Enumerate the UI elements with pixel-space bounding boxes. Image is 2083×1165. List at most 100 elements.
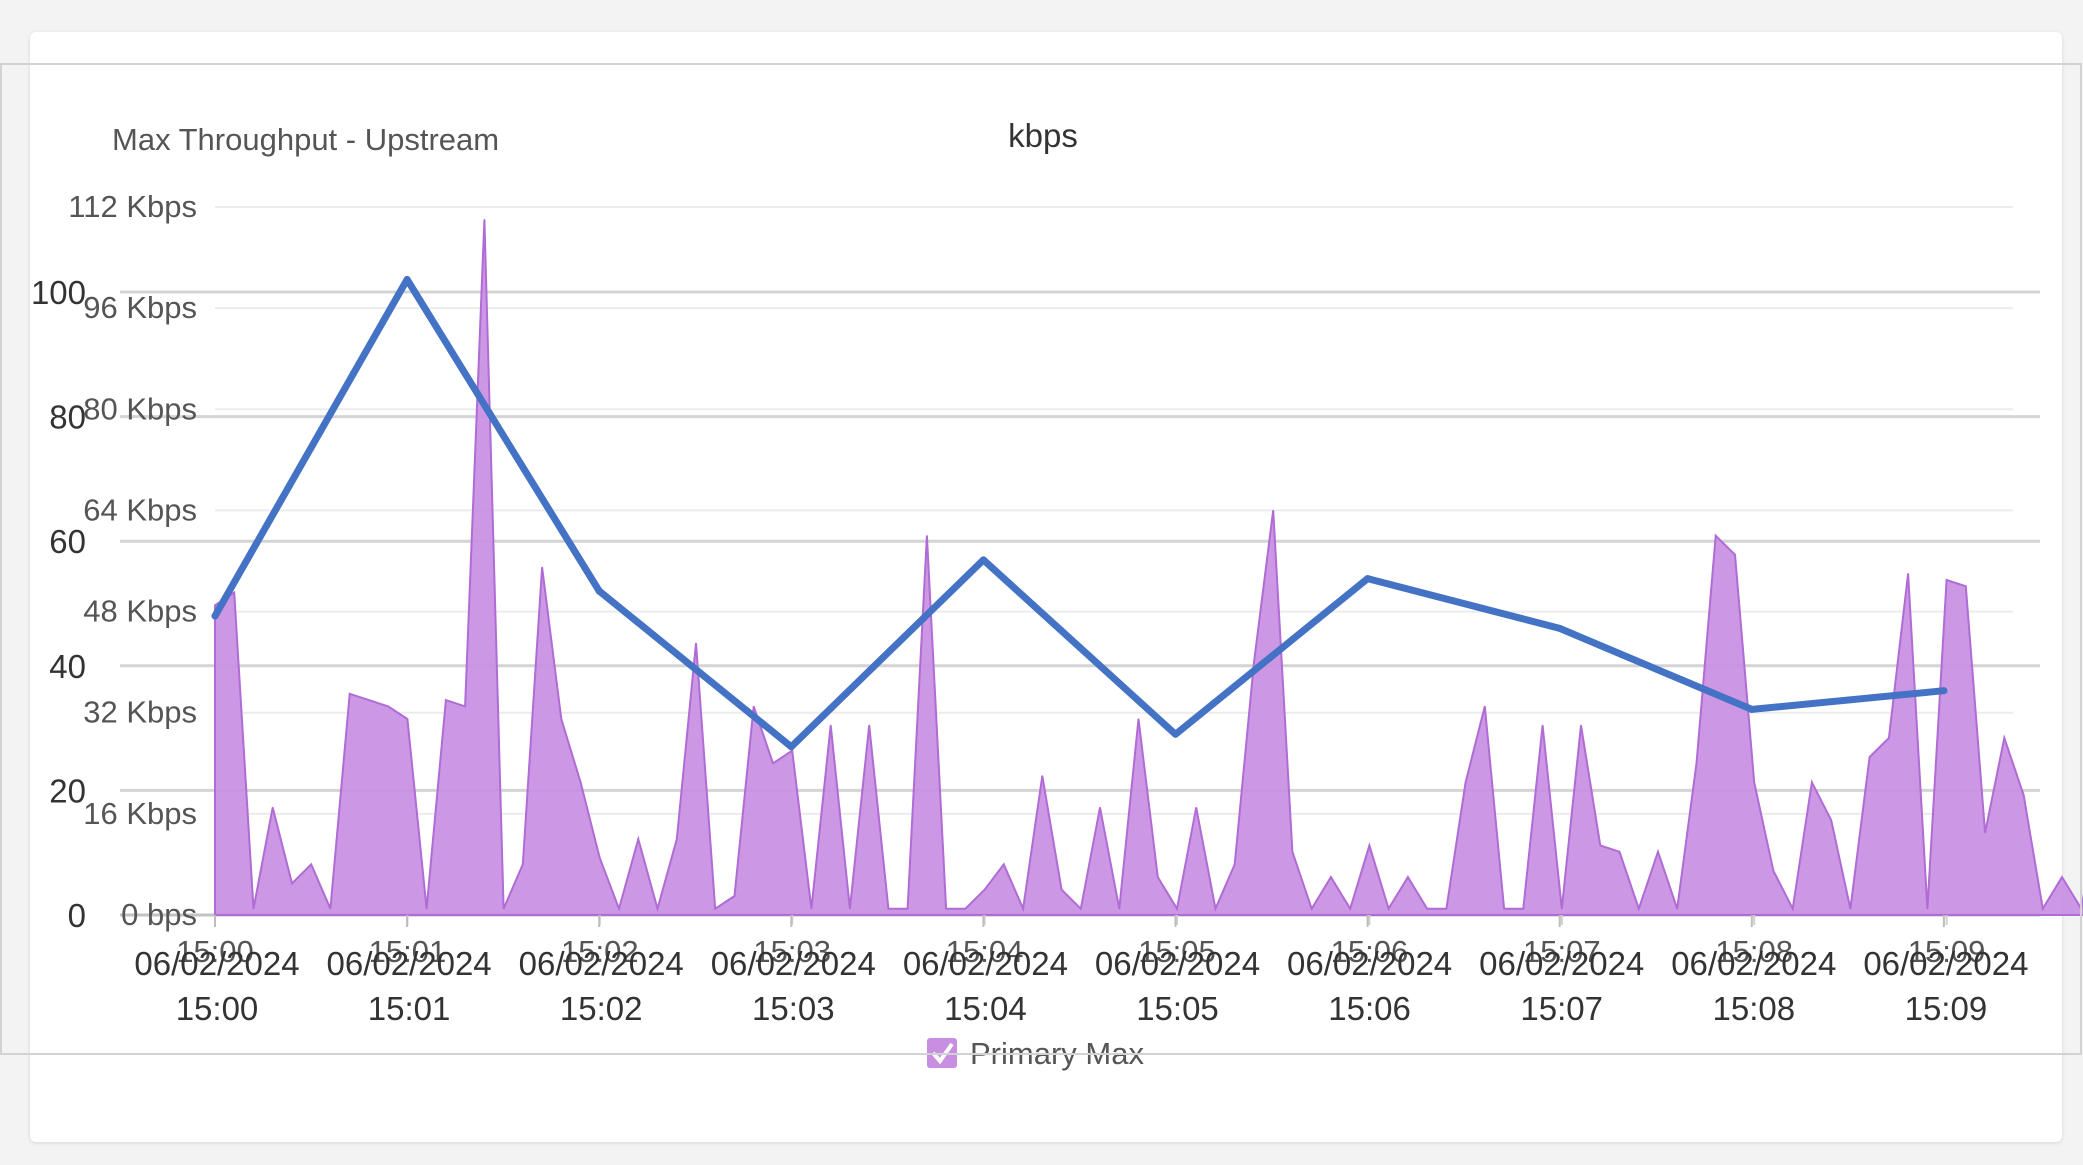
- area-point: [1311, 908, 1313, 910]
- x-tick-label-line: 15:04: [944, 990, 1027, 1027]
- area-point: [1522, 908, 1524, 910]
- x-tick-label-minute: 15:05: [1138, 934, 1216, 969]
- area-point: [714, 908, 716, 910]
- area-point: [2003, 737, 2005, 739]
- line-point: [979, 556, 987, 564]
- area-point: [233, 592, 235, 594]
- x-tick-label-minute: 15:02: [561, 934, 639, 969]
- y-tick-label-kbps: 0 bps: [121, 897, 197, 932]
- area-point: [1061, 889, 1063, 891]
- area-point: [1888, 737, 1890, 739]
- area-point: [753, 705, 755, 708]
- y-tick-label-kbps: 48 Kbps: [83, 594, 197, 629]
- area-point: [2080, 908, 2082, 910]
- area-point: [1003, 863, 1005, 866]
- line-point: [1748, 705, 1756, 713]
- area-point: [368, 699, 370, 701]
- area-point: [2042, 908, 2044, 910]
- x-tick-label-minute: 15:00: [176, 934, 254, 969]
- y-tick-label-overlay: 80: [49, 399, 86, 436]
- legend[interactable]: Primary Max: [927, 1036, 1144, 1071]
- line-point: [595, 587, 603, 595]
- area-point: [1580, 724, 1582, 727]
- x-tick-label-line: 15:05: [1136, 990, 1219, 1027]
- area-point: [1426, 908, 1428, 910]
- area-point: [1195, 806, 1197, 809]
- area-point: [252, 908, 255, 910]
- x-tick-label-line: 06/02/2024: [1095, 945, 1260, 982]
- x-tick-label-line: 15:00: [176, 990, 259, 1027]
- x-tick-label-datetime: 06/02/2024 15:05: [1095, 945, 1260, 1027]
- legend-checkbox[interactable]: [927, 1038, 957, 1068]
- x-tick-label-minute: 15:08: [1715, 934, 1793, 969]
- area-point: [445, 699, 447, 701]
- legend-label[interactable]: Primary Max: [970, 1036, 1144, 1071]
- area-point: [887, 908, 890, 910]
- area-point: [541, 566, 543, 568]
- x-tick-label-datetime: 06/02/2024 15:01: [327, 945, 492, 1027]
- area-point: [1157, 876, 1159, 878]
- x-tick-label-line: 15:09: [1905, 990, 1988, 1027]
- area-point: [1695, 762, 1698, 764]
- area-point: [2061, 876, 2063, 878]
- area-point: [1272, 509, 1274, 511]
- area-point: [1811, 781, 1813, 783]
- y-tick-label-overlay: 40: [49, 648, 86, 685]
- area-point: [1638, 908, 1640, 910]
- x-tick-label-line: 15:02: [560, 990, 643, 1027]
- y-tick-label-overlay: 0: [68, 897, 86, 934]
- x-tick-label-line: 06/02/2024: [519, 945, 684, 982]
- x-tick-label-minute: 15:01: [369, 934, 447, 969]
- area-point: [810, 908, 813, 910]
- area-point: [1080, 908, 1082, 910]
- area-point: [984, 889, 986, 891]
- area-point: [1484, 705, 1486, 708]
- area-point: [1772, 870, 1774, 872]
- area-point: [291, 882, 293, 885]
- area-point: [1214, 908, 1217, 910]
- area-point: [1253, 661, 1255, 663]
- area-point: [926, 535, 928, 537]
- area-point: [349, 693, 351, 695]
- area-point: [2023, 794, 2025, 796]
- line-point: [1172, 730, 1179, 738]
- x-tick-label-minute: 15:09: [1908, 934, 1986, 969]
- area-point: [1926, 908, 1928, 910]
- y-tick-label-kbps: 112 Kbps: [68, 189, 197, 224]
- y-tick-label-overlay: 100: [31, 274, 86, 311]
- area-point: [329, 908, 331, 910]
- x-tick-label-minute: 15:04: [946, 934, 1024, 969]
- y-tick-label-kbps: 16 Kbps: [83, 796, 197, 831]
- x-tick-label-line: 06/02/2024: [711, 945, 876, 982]
- area-point: [1388, 908, 1390, 910]
- x-tick-label-datetime: 06/02/2024 15:08: [1671, 945, 1836, 1027]
- area-point: [1561, 908, 1563, 910]
- x-tick-label-minute: 15:06: [1331, 934, 1409, 969]
- area-point: [1599, 844, 1601, 847]
- x-tick-label-line: 15:08: [1713, 990, 1796, 1027]
- x-tick-label-minute: 15:03: [753, 934, 831, 969]
- overlay-line-series: [211, 276, 1948, 751]
- line-point: [787, 743, 795, 751]
- area-point: [868, 724, 870, 727]
- area-point: [1445, 908, 1447, 910]
- overlay-line: [211, 276, 1948, 751]
- line-point: [1940, 687, 1948, 695]
- area-point: [830, 724, 832, 727]
- area-point: [772, 762, 774, 764]
- primary-max-area-series: [214, 219, 2083, 916]
- x-tick-label-datetime: 06/02/2024 15:04: [903, 945, 1068, 1027]
- area-point: [310, 863, 312, 866]
- area-point: [1907, 573, 1909, 575]
- area-point: [522, 863, 524, 866]
- area-point: [1137, 718, 1140, 720]
- overlay-title: kbps: [1008, 117, 1078, 154]
- x-tick-label-minute: 15:07: [1523, 934, 1601, 969]
- area-point: [426, 908, 428, 910]
- area-point: [618, 908, 620, 910]
- x-tick-label-line: 06/02/2024: [903, 945, 1068, 982]
- area-point: [656, 908, 659, 910]
- area-point: [580, 781, 582, 783]
- area-point: [1849, 908, 1851, 910]
